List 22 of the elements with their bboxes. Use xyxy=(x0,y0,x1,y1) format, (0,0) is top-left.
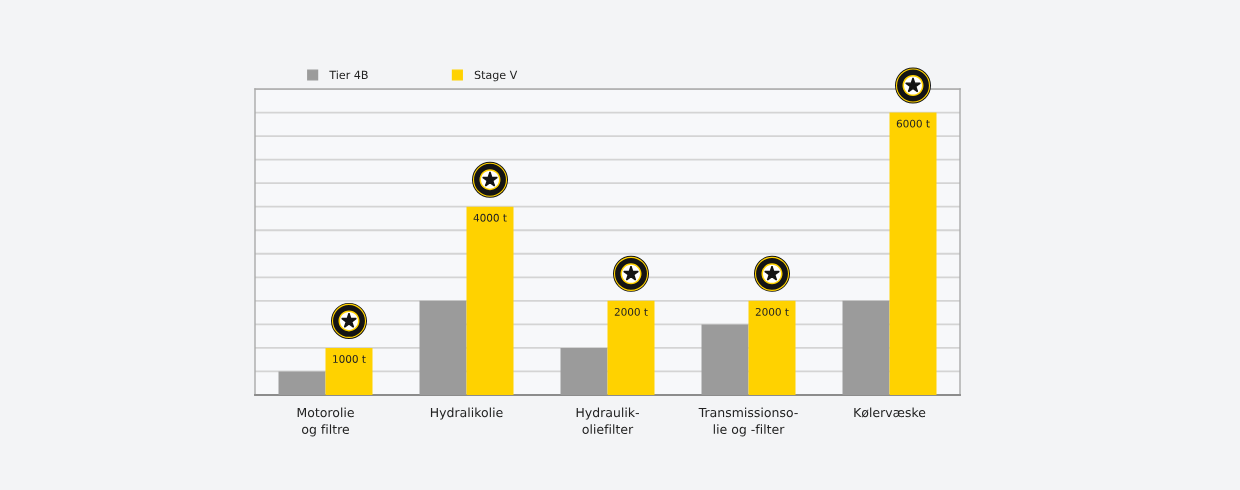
bar xyxy=(842,300,890,395)
data-label: 2000 t xyxy=(755,307,789,316)
bar xyxy=(607,300,655,395)
bar xyxy=(748,300,796,395)
legend-label: Stage V xyxy=(474,70,518,82)
data-label: 4000 t xyxy=(473,213,507,222)
x-tick-label: Motorolie og filtre xyxy=(297,407,354,437)
x-tick-label: Hydralikolie xyxy=(430,407,503,420)
bar xyxy=(466,206,514,395)
data-label: 2000 t xyxy=(614,307,648,316)
data-label: 1000 t xyxy=(333,355,366,363)
bar xyxy=(325,347,373,395)
bar xyxy=(889,112,937,395)
x-tick-label: Kølervæske xyxy=(854,407,926,418)
bar xyxy=(419,300,467,395)
data-label: 6000 t xyxy=(896,119,930,128)
bar xyxy=(701,324,749,395)
x-tick-label: Hydraulik- oliefilter xyxy=(576,407,639,435)
bar xyxy=(278,371,326,395)
x-tick-label: Transmissionso- lie og -filter xyxy=(698,407,798,437)
bar xyxy=(560,347,608,395)
legend-label: Tier 4B xyxy=(329,70,368,80)
